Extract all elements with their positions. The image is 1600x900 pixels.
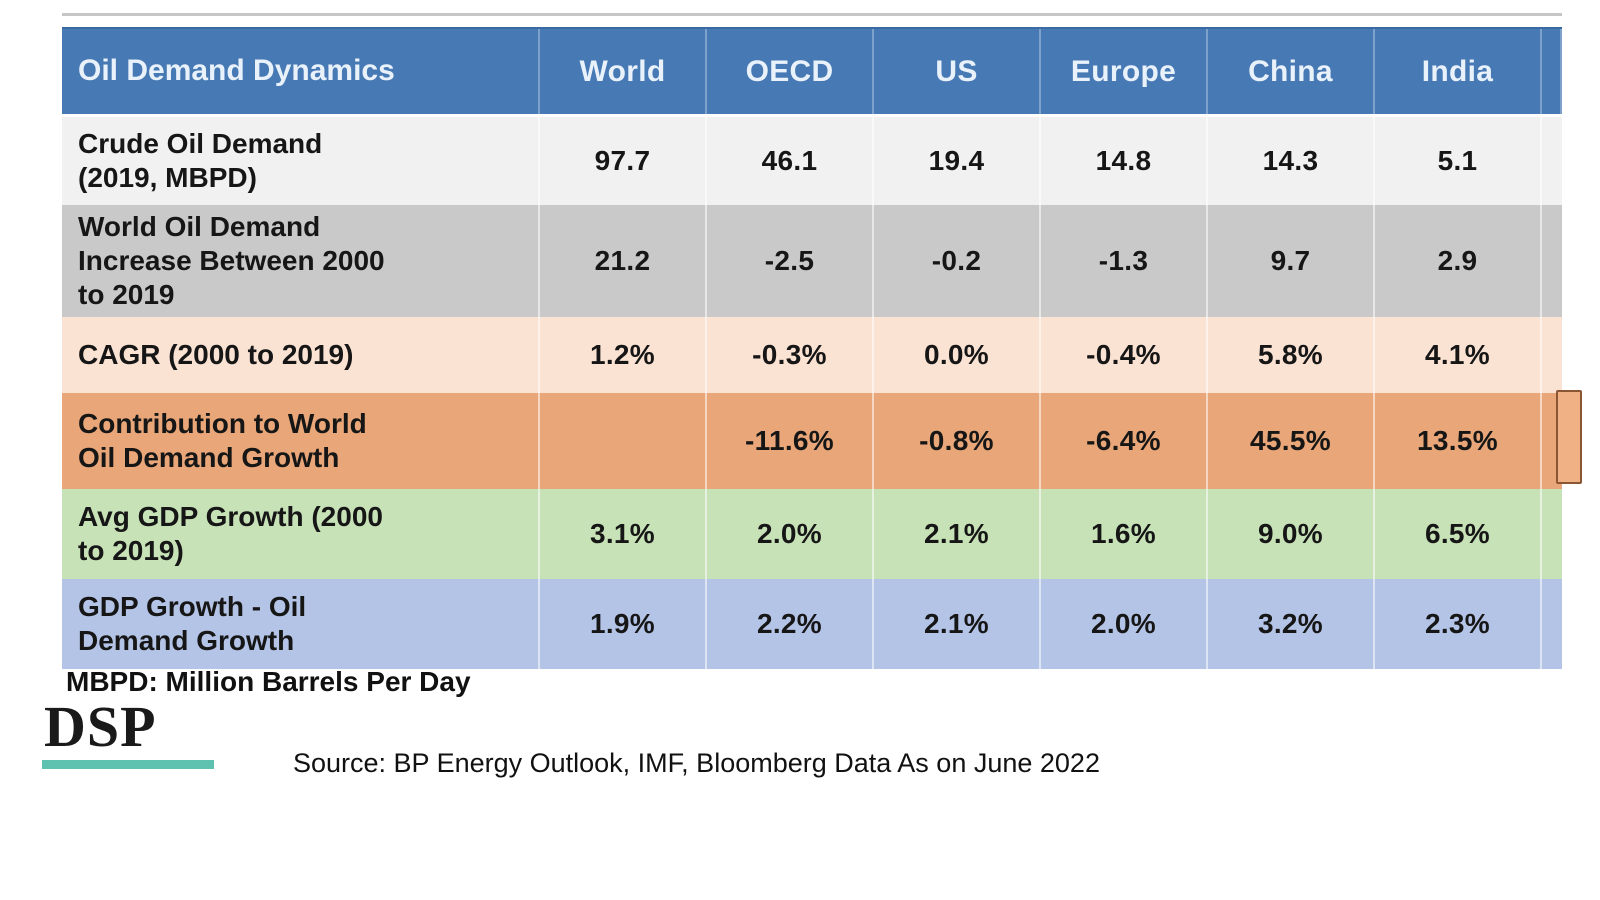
column-header-title: Oil Demand Dynamics: [62, 29, 540, 114]
value-cell-china: 9.0%: [1208, 489, 1375, 579]
value-cell-world: 21.2: [540, 205, 707, 317]
value-cell-europe: 14.8: [1041, 117, 1208, 205]
table-row-contribution-to-growth: Contribution to World Oil Demand Growth …: [62, 393, 1562, 489]
row-label: Crude Oil Demand (2019, MBPD): [62, 117, 540, 205]
value-cell-us: -0.2: [874, 205, 1041, 317]
table-row-demand-increase: World Oil Demand Increase Between 2000 t…: [62, 205, 1562, 317]
value-cell-world: 97.7: [540, 117, 707, 205]
value-cell-india: 2.3%: [1375, 579, 1542, 669]
row-edge-stub: [1542, 579, 1562, 669]
value-cell-world: [540, 393, 707, 489]
column-header-europe: Europe: [1041, 29, 1208, 114]
value-cell-oecd: 2.2%: [707, 579, 874, 669]
column-header-oecd: OECD: [707, 29, 874, 114]
value-cell-us: 2.1%: [874, 579, 1041, 669]
value-cell-europe: 2.0%: [1041, 579, 1208, 669]
value-cell-oecd: -0.3%: [707, 317, 874, 393]
row-highlight-tab: [1556, 390, 1582, 484]
row-edge-stub: [1542, 117, 1562, 205]
value-cell-europe: -1.3: [1041, 205, 1208, 317]
value-cell-china: 3.2%: [1208, 579, 1375, 669]
row-label: Avg GDP Growth (2000 to 2019): [62, 489, 540, 579]
value-cell-india: 13.5%: [1375, 393, 1542, 489]
value-cell-us: 2.1%: [874, 489, 1041, 579]
value-cell-europe: -6.4%: [1041, 393, 1208, 489]
row-edge-stub: [1542, 317, 1562, 393]
mbpd-footnote: MBPD: Million Barrels Per Day: [66, 666, 471, 697]
row-label: World Oil Demand Increase Between 2000 t…: [62, 205, 540, 317]
value-cell-china: 9.7: [1208, 205, 1375, 317]
table-row-crude-oil-demand: Crude Oil Demand (2019, MBPD) 97.7 46.1 …: [62, 117, 1562, 205]
source-attribution: Source: BP Energy Outlook, IMF, Bloomber…: [293, 748, 1100, 778]
value-cell-india: 4.1%: [1375, 317, 1542, 393]
value-cell-world: 1.9%: [540, 579, 707, 669]
value-cell-world: 1.2%: [540, 317, 707, 393]
value-cell-us: 0.0%: [874, 317, 1041, 393]
row-edge-stub: [1542, 489, 1562, 579]
value-cell-europe: -0.4%: [1041, 317, 1208, 393]
oil-demand-table: Oil Demand Dynamics World OECD US Europe…: [62, 27, 1562, 669]
value-cell-india: 6.5%: [1375, 489, 1542, 579]
table-row-gdp-minus-oil-growth: GDP Growth - Oil Demand Growth 1.9% 2.2%…: [62, 579, 1562, 669]
column-header-china: China: [1208, 29, 1375, 114]
row-label: GDP Growth - Oil Demand Growth: [62, 579, 540, 669]
value-cell-europe: 1.6%: [1041, 489, 1208, 579]
dsp-logo: DSP: [42, 694, 214, 769]
value-cell-us: 19.4: [874, 117, 1041, 205]
value-cell-oecd: 2.0%: [707, 489, 874, 579]
top-divider-rule: [62, 13, 1562, 16]
row-label: Contribution to World Oil Demand Growth: [62, 393, 540, 489]
column-header-india: India: [1375, 29, 1542, 114]
row-edge-stub: [1542, 205, 1562, 317]
row-label: CAGR (2000 to 2019): [62, 317, 540, 393]
table-row-avg-gdp-growth: Avg GDP Growth (2000 to 2019) 3.1% 2.0% …: [62, 489, 1562, 579]
dsp-logo-text: DSP: [44, 694, 157, 759]
value-cell-oecd: -2.5: [707, 205, 874, 317]
table-row-cagr: CAGR (2000 to 2019) 1.2% -0.3% 0.0% -0.4…: [62, 317, 1562, 393]
value-cell-china: 5.8%: [1208, 317, 1375, 393]
value-cell-india: 5.1: [1375, 117, 1542, 205]
value-cell-oecd: -11.6%: [707, 393, 874, 489]
value-cell-china: 45.5%: [1208, 393, 1375, 489]
column-header-world: World: [540, 29, 707, 114]
value-cell-china: 14.3: [1208, 117, 1375, 205]
column-header-us: US: [874, 29, 1041, 114]
table-header-row: Oil Demand Dynamics World OECD US Europe…: [62, 27, 1562, 117]
header-edge-stub: [1542, 29, 1562, 114]
value-cell-india: 2.9: [1375, 205, 1542, 317]
value-cell-us: -0.8%: [874, 393, 1041, 489]
value-cell-oecd: 46.1: [707, 117, 874, 205]
value-cell-world: 3.1%: [540, 489, 707, 579]
dsp-logo-underline: [42, 760, 214, 769]
